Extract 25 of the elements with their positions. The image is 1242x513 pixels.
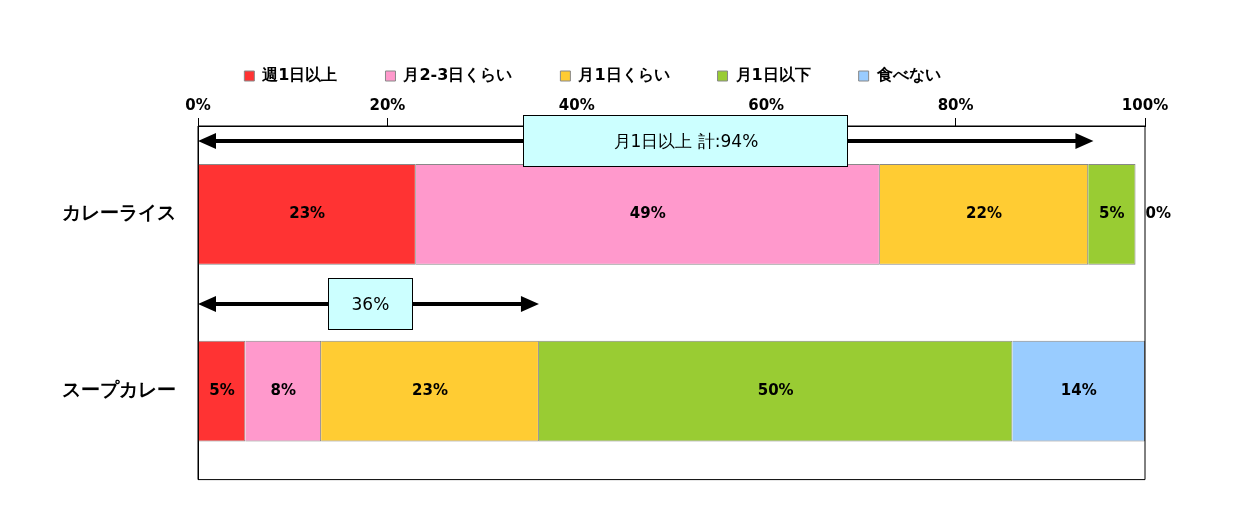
data-label: 0% (1145, 204, 1171, 223)
legend-label: 月1日以下 (734, 65, 811, 85)
y-tick-label: スープカレー (62, 378, 176, 401)
x-tick-label: 80% (937, 95, 974, 114)
data-label: 49% (629, 204, 666, 223)
data-label: 23% (289, 204, 326, 223)
data-label: 50% (757, 381, 794, 400)
x-tick-label: 100% (1121, 95, 1169, 114)
legend-label: 月1日くらい (577, 65, 670, 85)
data-label: 23% (412, 381, 448, 400)
x-tick-label: 60% (748, 95, 785, 114)
legend-label: 食べない (875, 65, 941, 85)
data-label: 5% (209, 381, 235, 400)
legend-label: 月2-3日くらい (402, 65, 513, 85)
callout-box: 月1日以上 計:94% (523, 115, 849, 167)
data-label: 5% (1099, 204, 1125, 223)
x-tick-label: 20% (369, 95, 406, 114)
y-tick-label: カレーライス (62, 201, 176, 224)
data-label: 8% (270, 381, 296, 400)
x-tick-label: 40% (558, 95, 595, 114)
data-label: 14% (1060, 381, 1097, 400)
callout-box: 36% (327, 278, 413, 330)
x-tick-label: 0% (185, 95, 211, 114)
data-label: 22% (966, 204, 1002, 223)
legend-label: 週1日以上 (261, 65, 338, 85)
